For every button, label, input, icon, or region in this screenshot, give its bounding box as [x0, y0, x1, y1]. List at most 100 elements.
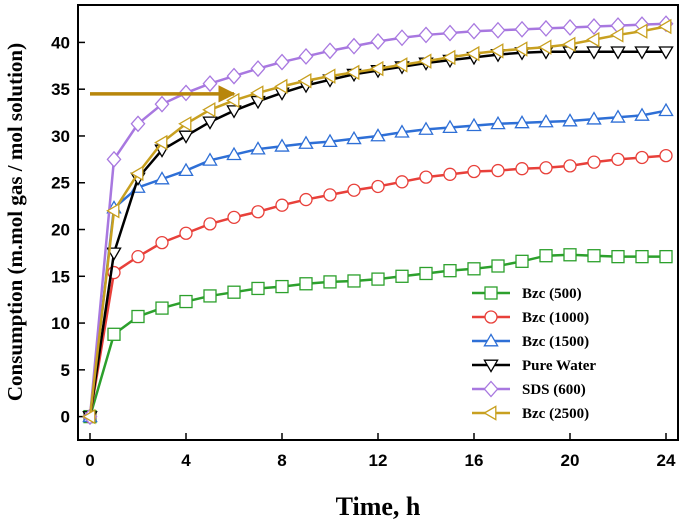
- x-tick-label-3: 12: [369, 451, 388, 470]
- data-point-4-1: [106, 150, 122, 168]
- data-point-1-17: [491, 163, 505, 178]
- data-point-0-16: [467, 262, 481, 276]
- data-point-0-9: [299, 277, 313, 291]
- data-point-3-21: [586, 46, 602, 60]
- data-point-5-12: [370, 60, 384, 77]
- data-point-3-24: [658, 46, 674, 60]
- data-point-0-11: [347, 274, 361, 288]
- data-point-5-8: [274, 78, 288, 95]
- data-point-3-4: [178, 130, 194, 144]
- data-point-2-11: [346, 130, 362, 145]
- x-axis-title: Time, h: [336, 492, 421, 521]
- data-point-2-19: [538, 114, 554, 128]
- data-point-0-24: [659, 249, 673, 264]
- x-tick-label-6: 24: [657, 451, 676, 470]
- data-point-4-13: [394, 29, 410, 47]
- data-point-5-21: [586, 31, 600, 48]
- data-point-5-7: [250, 85, 264, 101]
- data-point-4-15: [442, 24, 458, 42]
- y-tick-label-4: 20: [51, 221, 70, 240]
- data-point-5-19: [538, 39, 552, 55]
- y-tick-label-3: 15: [51, 267, 70, 286]
- data-point-2-6: [226, 146, 242, 161]
- legend-marker-3: [483, 359, 499, 373]
- data-point-5-18: [514, 41, 528, 57]
- data-point-4-8: [274, 53, 290, 71]
- legend-label-3: Pure Water: [522, 358, 596, 374]
- data-point-0-13: [395, 269, 409, 283]
- data-point-5-22: [610, 27, 624, 43]
- data-point-1-6: [227, 210, 241, 225]
- data-point-1-15: [443, 167, 457, 181]
- data-point-5-20: [562, 36, 576, 53]
- data-point-5-14: [418, 53, 432, 69]
- data-point-4-20: [562, 18, 578, 36]
- data-point-0-23: [635, 249, 649, 264]
- data-point-4-5: [202, 75, 218, 93]
- data-point-4-11: [346, 37, 362, 55]
- data-point-1-19: [539, 161, 553, 175]
- y-tick-label-5: 25: [51, 174, 70, 193]
- y-tick-label-1: 5: [61, 361, 70, 380]
- series-layer: [82, 15, 674, 426]
- legend-label-1: Bzc (1000): [522, 310, 589, 326]
- data-point-4-3: [154, 95, 170, 113]
- data-point-2-15: [442, 119, 458, 133]
- data-point-1-10: [323, 188, 337, 202]
- legend-marker-2: [483, 333, 499, 347]
- data-point-2-3: [154, 171, 170, 185]
- data-point-4-9: [298, 47, 314, 65]
- data-point-5-1: [106, 203, 120, 219]
- data-point-1-5: [203, 217, 217, 231]
- legend-label-0: Bzc (500): [522, 286, 582, 302]
- data-point-5-24: [658, 18, 672, 35]
- data-point-3-6: [226, 105, 242, 119]
- data-point-4-17: [490, 21, 506, 39]
- data-point-0-1: [107, 327, 121, 341]
- data-point-5-9: [298, 73, 312, 89]
- data-point-4-14: [418, 26, 434, 44]
- data-point-1-20: [563, 159, 577, 173]
- data-point-0-12: [371, 272, 385, 286]
- y-tick-label-0: 0: [61, 408, 70, 427]
- legend-label-4: SDS (600): [522, 382, 586, 398]
- data-point-1-18: [515, 162, 529, 176]
- data-point-0-14: [419, 266, 433, 281]
- data-point-2-14: [418, 121, 434, 135]
- data-point-0-2: [131, 309, 145, 324]
- data-point-2-17: [490, 115, 506, 130]
- data-point-4-18: [514, 20, 530, 38]
- data-point-0-22: [611, 249, 625, 264]
- data-point-0-17: [491, 259, 505, 273]
- data-point-1-7: [251, 205, 265, 219]
- data-point-2-7: [250, 141, 266, 155]
- legend-marker-0: [484, 286, 498, 300]
- data-point-0-4: [179, 294, 193, 309]
- data-point-4-12: [370, 32, 386, 50]
- data-point-0-7: [251, 281, 265, 296]
- data-point-1-3: [155, 235, 169, 250]
- data-point-5-5: [202, 102, 216, 118]
- axes-group: 0 4 8 12 16 20 24 0 5 10 15 20 25 30 35 40: [51, 33, 676, 470]
- data-point-1-22: [611, 152, 625, 167]
- data-point-2-4: [178, 162, 194, 177]
- data-point-5-15: [442, 49, 456, 66]
- data-point-1-2: [131, 249, 145, 264]
- data-point-5-2: [130, 165, 144, 182]
- data-point-2-24: [658, 102, 674, 117]
- x-tick-label-5: 20: [561, 451, 580, 470]
- x-tick-label-1: 4: [181, 451, 191, 470]
- data-point-1-11: [347, 183, 361, 197]
- data-point-5-4: [178, 116, 192, 132]
- data-point-0-8: [275, 279, 289, 294]
- legend-label-5: Bzc (2500): [522, 406, 589, 422]
- data-point-5-10: [322, 68, 336, 84]
- y-tick-label-7: 35: [51, 80, 70, 99]
- series-2: [82, 102, 674, 423]
- data-point-0-3: [155, 301, 169, 315]
- data-point-3-5: [202, 116, 218, 130]
- data-point-4-7: [250, 60, 266, 78]
- series-5: [82, 18, 672, 425]
- data-point-1-24: [659, 148, 673, 163]
